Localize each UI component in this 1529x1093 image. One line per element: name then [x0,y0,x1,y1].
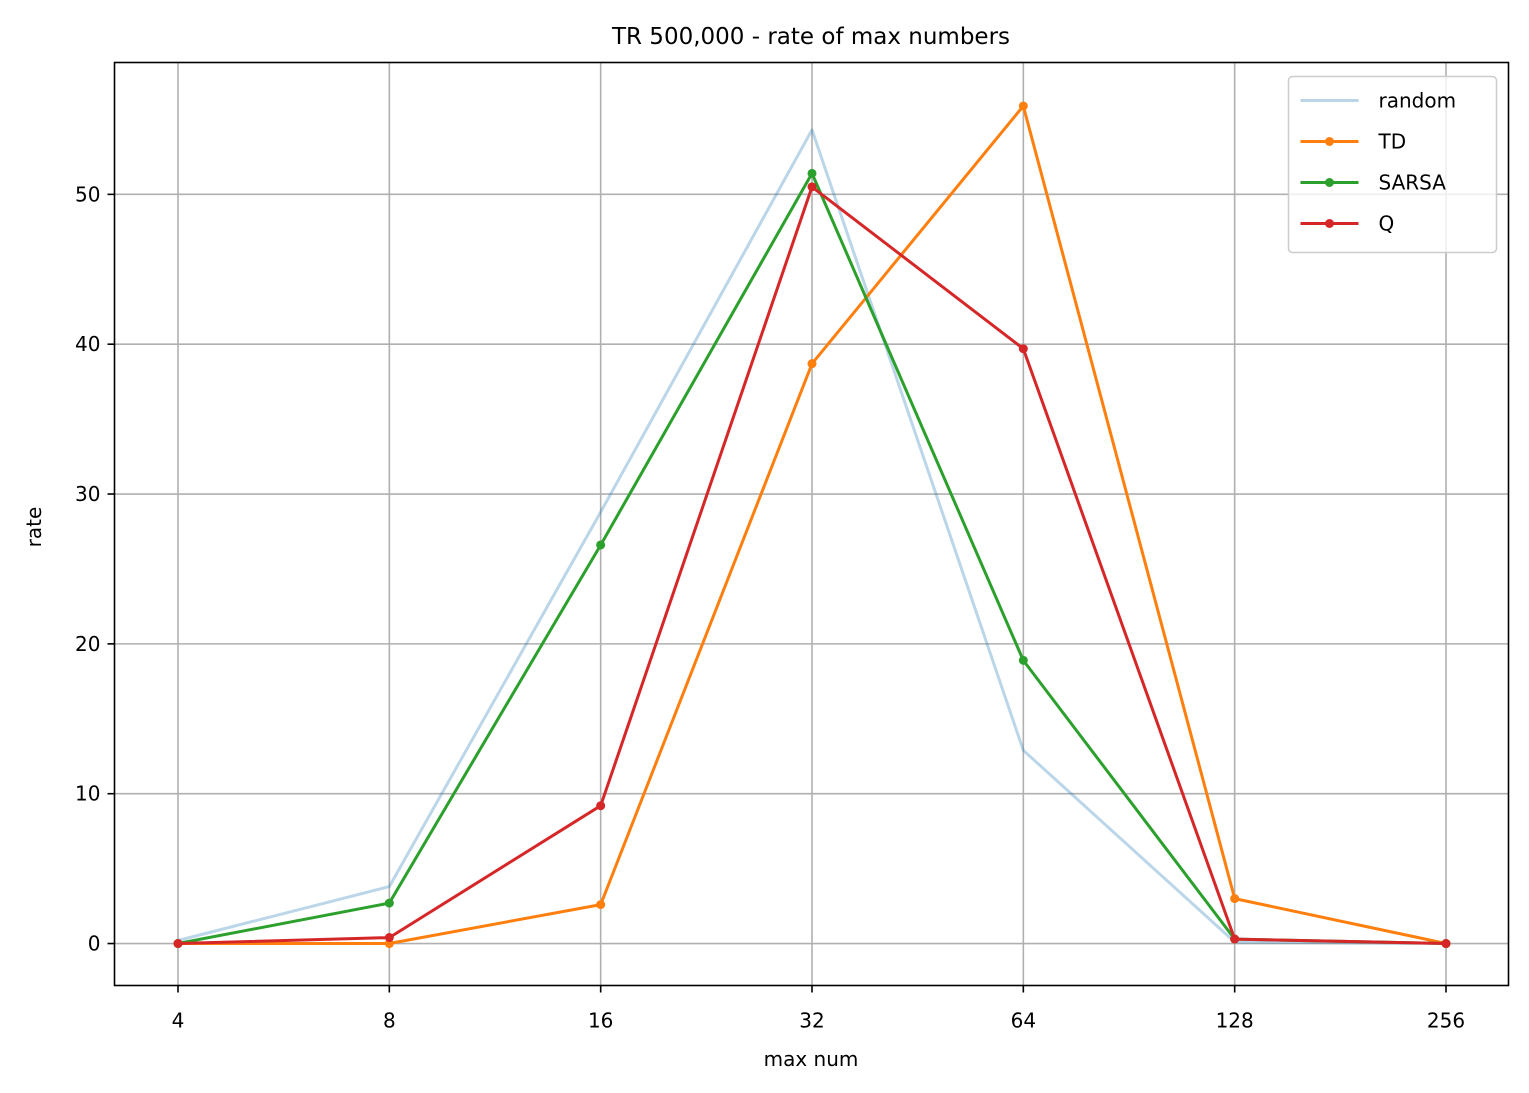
legend-label-random: random [1379,89,1457,113]
legend-label-sarsa: SARSA [1379,171,1447,195]
y-tick-label: 30 [75,482,100,506]
x-tick-label: 256 [1427,1009,1465,1033]
y-axis-label: rate [22,507,46,548]
data-point-q [596,801,606,811]
legend-swatch-q [1300,219,1359,228]
legend-swatch-td [1300,137,1359,146]
data-point-td [596,900,606,910]
data-point-td [1230,894,1240,904]
data-point-q [807,182,817,192]
chart-title: TR 500,000 - rate of max numbers [611,24,1010,50]
x-tick-label: 4 [172,1009,185,1033]
axis-ticks: 4 8 16 32 64 128 256 0 10 20 30 40 50 [75,182,1465,1032]
x-tick-label: 16 [588,1009,613,1033]
legend-marker-td [1325,137,1334,146]
x-tick-label: 128 [1216,1009,1254,1033]
data-point-sarsa [384,898,394,908]
legend-marker-q [1325,219,1334,228]
grid-lines [114,62,1509,986]
series-layer [173,101,1451,949]
data-point-q [1441,939,1451,949]
legend-label-q: Q [1379,212,1395,236]
data-point-q [1230,934,1240,944]
x-tick-label: 64 [1011,1009,1036,1033]
series-q [173,182,1451,949]
x-tick-label: 32 [799,1009,824,1033]
y-tick-label: 20 [75,632,100,656]
legend-swatch-sarsa [1300,178,1359,187]
y-tick-label: 10 [75,782,100,806]
data-point-sarsa [807,168,817,178]
data-point-td [1018,101,1028,111]
y-tick-label: 40 [75,332,100,356]
data-point-sarsa [1018,655,1028,665]
legend: random TD SARSA Q [1287,75,1498,254]
x-tick-label: 8 [383,1009,396,1033]
legend-box [1287,75,1498,254]
x-axis-label: max num [764,1047,859,1071]
legend-label-td: TD [1378,130,1407,154]
data-point-q [384,933,394,943]
data-point-q [1018,344,1028,354]
y-tick-label: 0 [88,932,101,956]
y-tick-label: 50 [75,182,100,206]
data-point-sarsa [596,540,606,550]
data-point-td [807,359,817,369]
legend-marker-sarsa [1325,178,1334,187]
data-point-q [173,939,183,949]
